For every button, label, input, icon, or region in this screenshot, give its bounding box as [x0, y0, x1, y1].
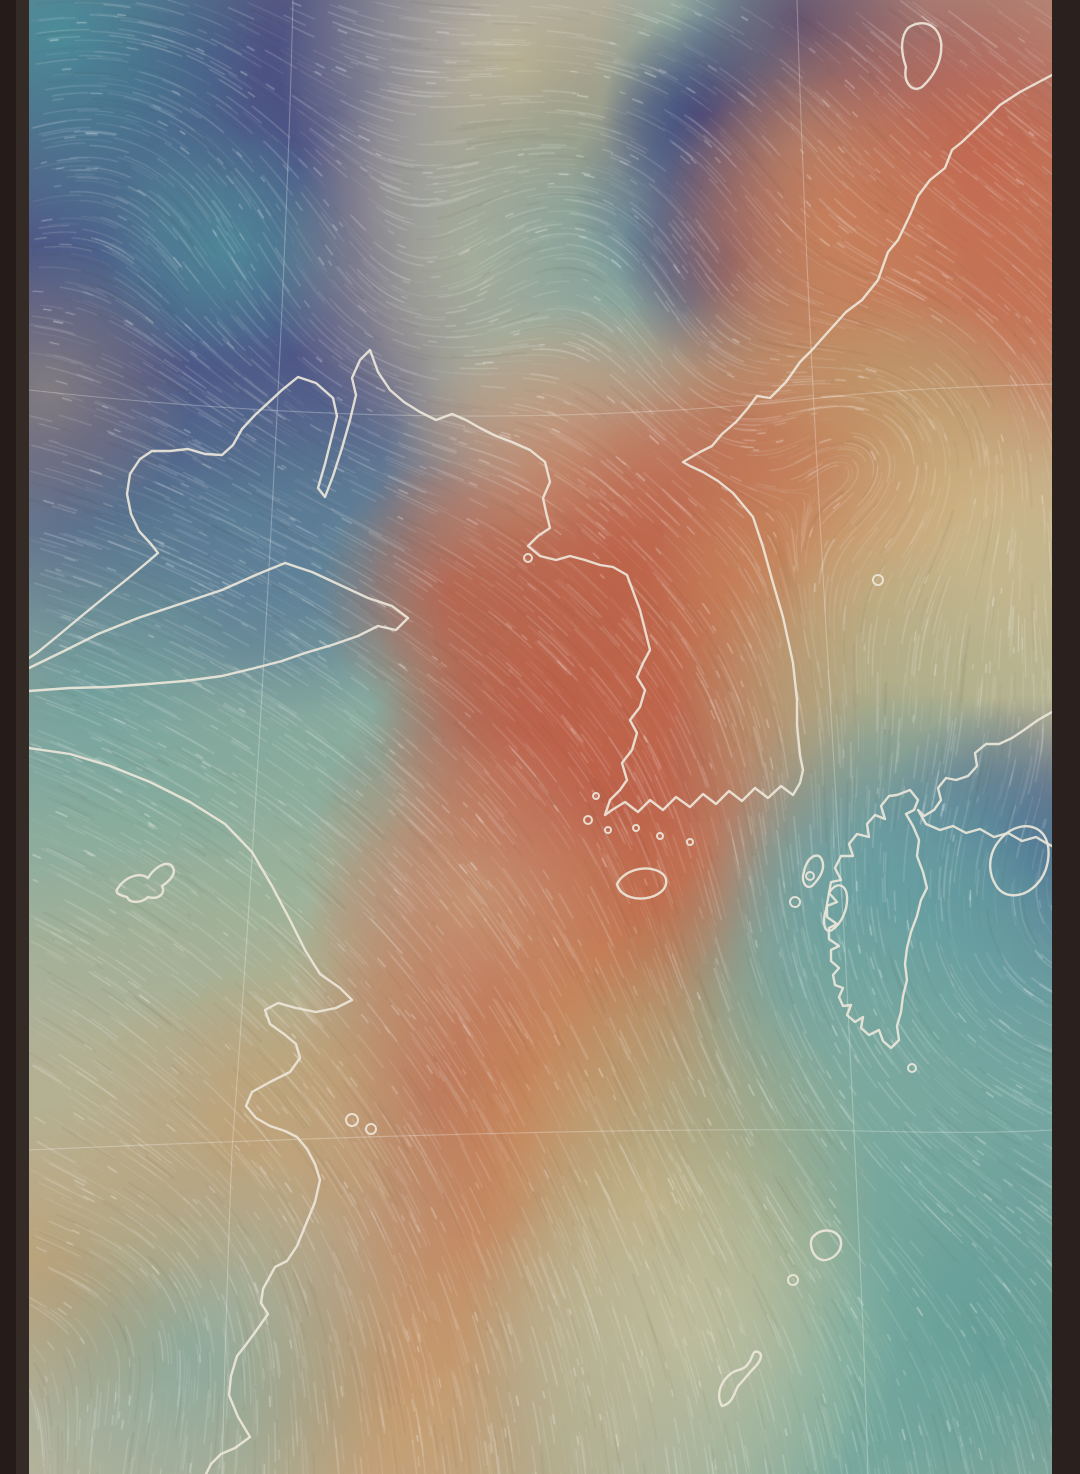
letterbox-border-right: [1052, 0, 1080, 1474]
weather-map[interactable]: [29, 0, 1052, 1474]
wind-streamlines-layer: [29, 0, 1052, 1474]
coastline-graticule-layer: [29, 0, 1052, 1474]
letterbox-border-left-inner: [16, 0, 29, 1474]
letterbox-border-left-outer: [0, 0, 16, 1474]
